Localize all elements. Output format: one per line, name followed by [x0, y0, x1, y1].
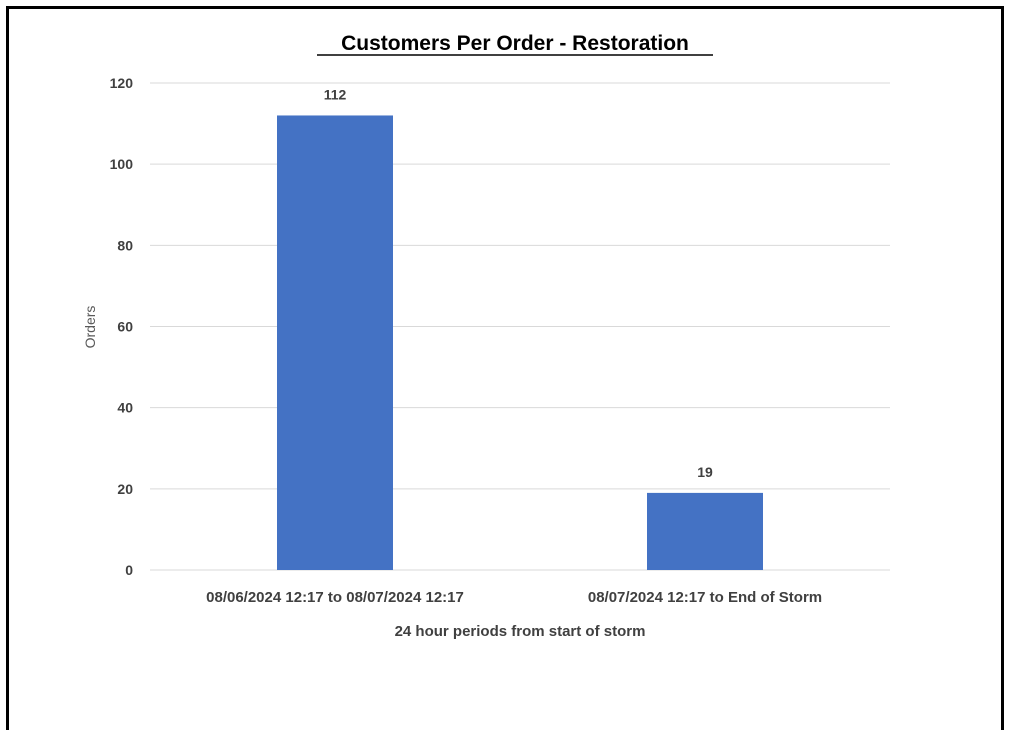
bar — [277, 115, 393, 570]
y-tick-label: 20 — [117, 481, 133, 497]
chart-title: Customers Per Order - Restoration — [341, 32, 689, 55]
y-tick-label: 100 — [110, 156, 134, 172]
x-axis-title: 24 hour periods from start of storm — [395, 623, 646, 640]
y-tick-label: 80 — [117, 237, 133, 253]
y-axis-ticks: 0 20 40 60 80 100 120 — [110, 75, 134, 578]
y-tick-label: 40 — [117, 400, 133, 416]
y-axis-title: Orders — [82, 306, 98, 349]
y-tick-label: 60 — [117, 319, 133, 335]
gridlines — [150, 82, 890, 571]
data-labels: 112 19 — [324, 86, 713, 479]
bar — [647, 492, 763, 570]
x-axis-categories: 08/06/2024 12:17 to 08/07/2024 12:17 08/0… — [206, 589, 822, 606]
bar-data-label: 19 — [697, 464, 713, 480]
x-category-label: 08/06/2024 12:17 to 08/07/2024 12:17 — [206, 589, 464, 606]
x-category-label: 08/07/2024 12:17 to End of Storm — [588, 589, 822, 606]
chart-frame — [6, 6, 1004, 730]
bars — [277, 115, 763, 570]
bar-data-label: 112 — [324, 86, 347, 102]
y-tick-label: 0 — [125, 562, 133, 578]
y-tick-label: 120 — [110, 75, 134, 91]
